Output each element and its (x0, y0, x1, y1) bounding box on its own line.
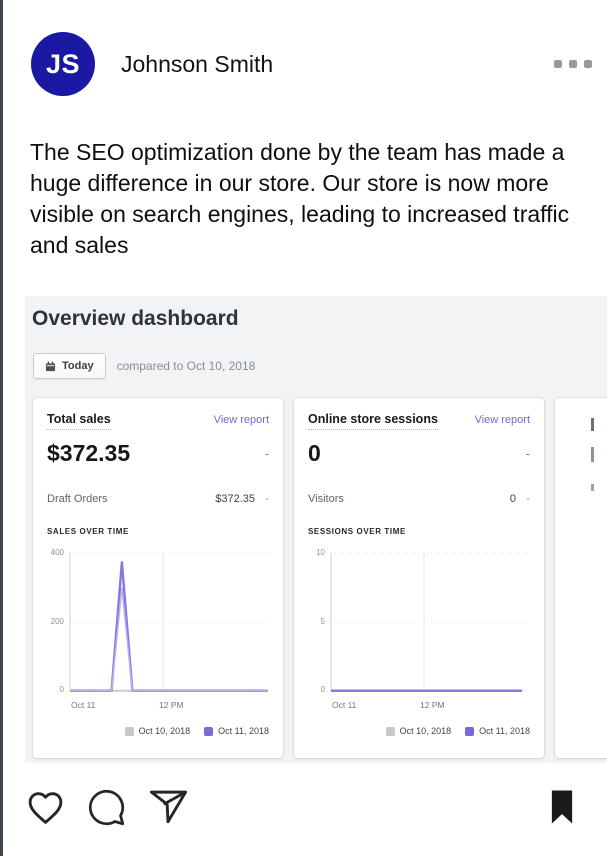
sales-over-time-chart: 400 200 0 (47, 546, 269, 696)
date-range-button[interactable]: Today (33, 353, 106, 379)
legend-swatch (465, 726, 475, 736)
chart-title: SESSIONS OVER TIME (308, 527, 406, 536)
chart-plot (69, 546, 269, 696)
metric-row: Visitors 0 - (308, 493, 530, 505)
author-name[interactable]: Johnson Smith (121, 51, 274, 77)
dashboard-controls: Today compared to Oct 10, 2018 (33, 353, 255, 379)
clipped-text-fragment (591, 447, 594, 462)
avatar-initials: JS (45, 48, 81, 79)
x-axis-labels: Oct 11 12 PM (71, 700, 184, 710)
metric-delta: - (265, 493, 269, 505)
share-button[interactable] (148, 787, 189, 828)
metric-delta: - (526, 493, 530, 505)
bookmark-icon (551, 790, 573, 824)
comment-button[interactable] (87, 788, 126, 827)
legend-swatch (124, 726, 134, 736)
metric-label: Visitors (308, 493, 344, 505)
legend-item: Oct 10, 2018 (385, 726, 452, 736)
clipped-text-fragment (591, 484, 594, 491)
clipped-text-fragment (591, 418, 594, 431)
chart-legend: Oct 10, 2018 Oct 11, 2018 (47, 726, 269, 736)
legend-item: Oct 11, 2018 (204, 726, 269, 736)
legend-label: Oct 10, 2018 (399, 726, 452, 736)
dashboard-cards: Total sales View report $372.35 - Draft … (33, 398, 607, 758)
comment-icon (88, 789, 125, 826)
avatar[interactable]: JS (31, 32, 95, 96)
card-value: $372.35 (47, 440, 131, 466)
heart-icon (28, 792, 63, 824)
like-button[interactable] (25, 787, 66, 828)
ellipsis-icon (569, 60, 577, 68)
ellipsis-icon (584, 60, 592, 68)
sessions-over-time-chart: 10 5 0 (308, 546, 530, 696)
legend-item: Oct 10, 2018 (124, 726, 191, 736)
overview-dashboard: Overview dashboard Today compared to Oct… (25, 296, 607, 763)
compared-text: compared to Oct 10, 2018 (116, 359, 256, 373)
chart-title: SALES OVER TIME (47, 527, 129, 536)
legend-label: Oct 10, 2018 (138, 726, 191, 736)
legend-item: Oct 11, 2018 (465, 726, 530, 736)
y-axis-labels: 400 200 0 (50, 548, 64, 694)
view-report-link[interactable]: View report (474, 414, 530, 426)
y-axis-labels: 10 5 0 (316, 548, 325, 694)
save-button[interactable] (548, 788, 576, 826)
view-report-link[interactable]: View report (213, 414, 269, 426)
dashboard-title: Overview dashboard (32, 307, 239, 330)
chart-legend: Oct 10, 2018 Oct 11, 2018 (308, 726, 530, 736)
card-title: Total sales (47, 412, 111, 430)
metric-row: Draft Orders $372.35 - (47, 493, 269, 505)
metric-value: 0 (509, 493, 516, 505)
trend-dash: - (264, 446, 269, 461)
online-store-sessions-card: Online store sessions View report 0 - Vi… (294, 398, 544, 758)
chart-plot (330, 546, 530, 696)
x-axis-labels: Oct 11 12 PM (332, 700, 445, 710)
post-menu-button[interactable] (554, 60, 592, 68)
trend-dash: - (525, 446, 530, 461)
calendar-icon (45, 361, 56, 371)
metric-label: Draft Orders (47, 493, 108, 505)
card-value: 0 (308, 440, 321, 466)
legend-swatch (204, 726, 214, 736)
total-sales-card: Total sales View report $372.35 - Draft … (33, 398, 283, 758)
card-title: Online store sessions (308, 412, 438, 430)
legend-swatch (385, 726, 395, 736)
legend-label: Oct 11, 2018 (218, 726, 269, 736)
partial-card (555, 398, 607, 758)
date-range-label: Today (62, 360, 94, 372)
ellipsis-icon (554, 60, 562, 68)
metric-value: $372.35 (215, 493, 255, 505)
send-icon (149, 790, 188, 824)
legend-label: Oct 11, 2018 (479, 726, 530, 736)
post-caption: The SEO optimization done by the team ha… (30, 139, 570, 258)
window-left-edge (0, 0, 3, 856)
